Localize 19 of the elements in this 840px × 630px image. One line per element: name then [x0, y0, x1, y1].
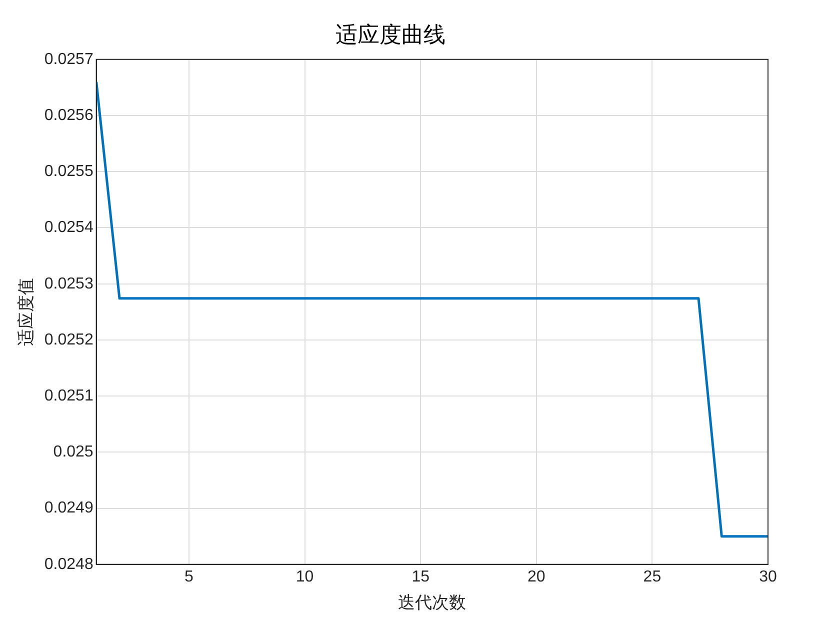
x-tick-label: 30	[759, 568, 777, 586]
y-tick-label: 0.0255	[44, 163, 94, 180]
y-tick-label: 0.0249	[44, 500, 94, 517]
y-tick-label: 0.0248	[44, 556, 94, 573]
y-tick-label: 0.025	[53, 444, 94, 461]
x-tick-label: 25	[643, 568, 662, 586]
x-tick-label: 20	[527, 568, 546, 586]
x-axis-title: 迭代次数	[398, 593, 466, 614]
y-axis-title: 适应度值	[16, 278, 37, 346]
y-tick-label: 0.0253	[44, 275, 94, 292]
chart-title: 适应度曲线	[336, 22, 446, 48]
x-tick-label: 15	[412, 568, 430, 586]
y-tick-label: 0.0257	[44, 50, 94, 68]
x-tick-label: 5	[184, 568, 194, 586]
y-tick-label: 0.0252	[44, 331, 94, 348]
y-tick-label: 0.0254	[44, 219, 94, 236]
x-tick-label: 10	[296, 568, 314, 586]
y-tick-label: 0.0251	[44, 387, 94, 404]
y-tick-label: 0.0256	[44, 106, 94, 124]
